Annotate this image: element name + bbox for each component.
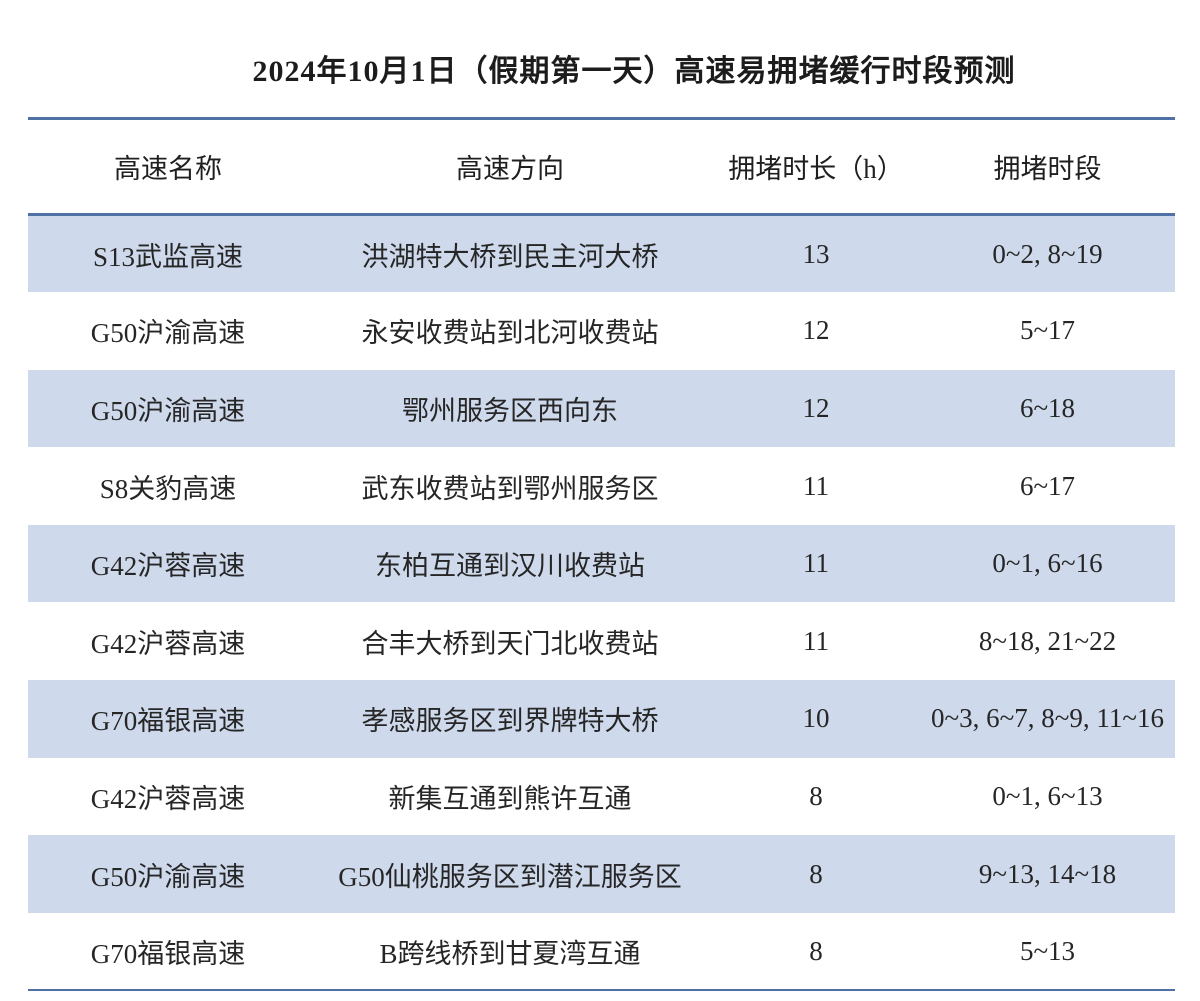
cell-duration: 10 bbox=[802, 703, 830, 734]
cell-direction: 永安收费站到北河收费站 bbox=[361, 318, 659, 349]
table-row: G50沪渝高速 永安收费站到北河收费站 12 5~17 bbox=[28, 292, 1175, 370]
cell-direction: G50仙桃服务区到潜江服务区 bbox=[338, 861, 682, 892]
cell-name: G50沪渝高速 bbox=[90, 395, 246, 426]
cell-direction: 鄂州服务区西向东 bbox=[402, 395, 618, 426]
cell-name: G50沪渝高速 bbox=[90, 318, 246, 349]
cell-direction: 东柏互通到汉川收费站 bbox=[375, 551, 645, 582]
cell-direction: 合丰大桥到天门北收费站 bbox=[361, 628, 659, 659]
cell-period: 9~13, 14~18 bbox=[978, 858, 1117, 889]
cell-name: G42沪蓉高速 bbox=[90, 628, 246, 659]
table-row: G70福银高速 B跨线桥到甘夏湾互通 8 5~13 bbox=[28, 912, 1175, 991]
cell-duration: 12 bbox=[802, 315, 830, 346]
cell-duration: 12 bbox=[802, 392, 830, 423]
cell-name: G42沪蓉高速 bbox=[90, 551, 246, 582]
cell-period: 0~1, 6~16 bbox=[992, 548, 1103, 579]
table-row: G50沪渝高速 G50仙桃服务区到潜江服务区 8 9~13, 14~18 bbox=[28, 835, 1175, 913]
table-header-row: 高速名称 高速方向 拥堵时长（h） 拥堵时段 bbox=[28, 118, 1175, 215]
cell-period: 5~17 bbox=[1019, 315, 1076, 346]
column-header-highway-direction: 高速方向 bbox=[456, 154, 564, 184]
cell-name: G70福银高速 bbox=[90, 706, 246, 737]
cell-period: 8~18, 21~22 bbox=[978, 625, 1117, 656]
table-row: G42沪蓉高速 东柏互通到汉川收费站 11 0~1, 6~16 bbox=[28, 524, 1175, 603]
page-title: 2024年10月1日（假期第一天）高速易拥堵缓行时段预测 bbox=[252, 55, 1016, 88]
cell-period: 0~2, 8~19 bbox=[992, 238, 1103, 269]
cell-name: G42沪蓉高速 bbox=[90, 783, 246, 814]
table-body: S13武监高速 洪湖特大桥到民主河大桥 13 0~2, 8~19 G50沪渝高速 永安收费… bbox=[28, 214, 1175, 991]
cell-duration: 11 bbox=[803, 625, 829, 656]
table-row: S13武监高速 洪湖特大桥到民主河大桥 13 0~2, 8~19 bbox=[28, 214, 1175, 293]
cell-duration: 8 bbox=[809, 858, 823, 889]
congestion-table: 高速名称 高速方向 拥堵时长（h） 拥堵时段 S13武监高速 洪湖特大桥到民主河大桥 13… bbox=[28, 117, 1175, 992]
cell-period: 6~17 bbox=[1019, 470, 1076, 501]
cell-name: G50沪渝高速 bbox=[90, 861, 246, 892]
cell-duration: 13 bbox=[802, 238, 830, 269]
cell-duration: 11 bbox=[803, 548, 829, 579]
cell-period: 5~13 bbox=[1019, 935, 1076, 966]
cell-period: 0~3, 6~7, 8~9, 11~16 bbox=[931, 703, 1164, 734]
cell-name: G70福银高速 bbox=[90, 938, 246, 969]
cell-direction: 洪湖特大桥到民主河大桥 bbox=[361, 241, 659, 272]
cell-direction: 孝感服务区到界牌特大桥 bbox=[361, 706, 659, 737]
cell-duration: 11 bbox=[803, 470, 829, 501]
table-row: G50沪渝高速 鄂州服务区西向东 12 6~18 bbox=[28, 369, 1175, 448]
cell-duration: 8 bbox=[809, 935, 823, 966]
cell-name: S8关豹高速 bbox=[99, 473, 237, 504]
cell-name: S13武监高速 bbox=[92, 241, 244, 272]
cell-direction: B跨线桥到甘夏湾互通 bbox=[379, 938, 641, 969]
column-header-congestion-period: 拥堵时段 bbox=[993, 154, 1102, 184]
cell-duration: 8 bbox=[809, 780, 823, 811]
table-row: G42沪蓉高速 新集互通到熊许互通 8 0~1, 6~13 bbox=[28, 757, 1175, 836]
cell-direction: 武东收费站到鄂州服务区 bbox=[361, 473, 659, 504]
table-row: G42沪蓉高速 合丰大桥到天门北收费站 11 8~18, 21~22 bbox=[28, 602, 1175, 681]
table-row: G70福银高速 孝感服务区到界牌特大桥 10 0~3, 6~7, 8~9, 11~16 bbox=[28, 680, 1175, 758]
cell-direction: 新集互通到熊许互通 bbox=[388, 783, 632, 814]
column-header-congestion-duration: 拥堵时长（h） bbox=[728, 154, 904, 184]
table-row: S8关豹高速 武东收费站到鄂州服务区 11 6~17 bbox=[28, 447, 1175, 525]
table-header: 高速名称 高速方向 拥堵时长（h） 拥堵时段 bbox=[28, 118, 1175, 215]
column-header-highway-name: 高速名称 bbox=[114, 154, 222, 184]
cell-period: 0~1, 6~13 bbox=[992, 780, 1103, 811]
cell-period: 6~18 bbox=[1019, 392, 1076, 423]
